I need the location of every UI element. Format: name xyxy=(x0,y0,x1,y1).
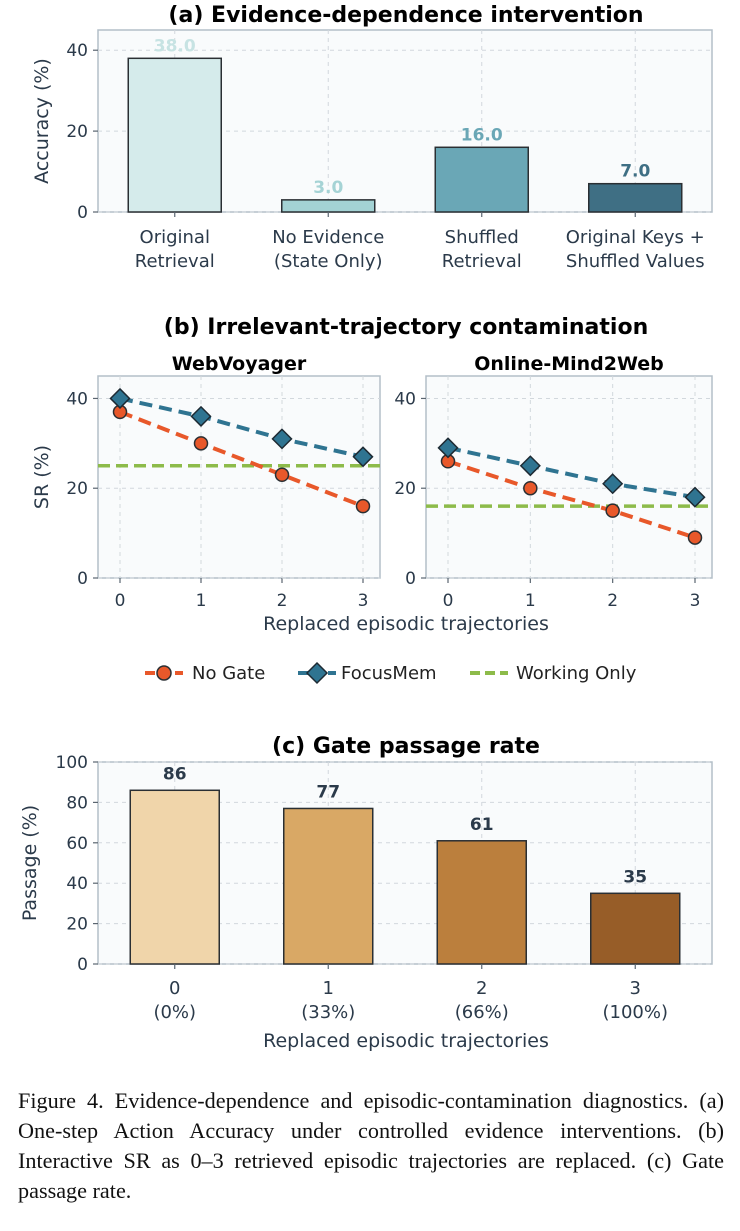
plot-area xyxy=(97,375,381,579)
y-tick-label: 40 xyxy=(66,41,88,61)
x-tick-label: Original Keys + xyxy=(566,227,705,248)
data-label: 7.0 xyxy=(620,162,650,182)
y-tick-label: 40 xyxy=(66,874,88,894)
legend-label: FocusMem xyxy=(341,663,437,684)
y-tick-label: 0 xyxy=(77,569,88,589)
x-axis-label: Replaced episodic trajectories xyxy=(263,1030,549,1052)
focusmem-line xyxy=(447,445,696,500)
no-gate-point xyxy=(687,530,703,545)
no-gate-point xyxy=(605,503,620,518)
x-tick-label: 1 xyxy=(525,591,536,611)
y-tick-label: 40 xyxy=(394,389,416,409)
y-tick-label: 20 xyxy=(394,479,416,499)
focusmem-line xyxy=(119,396,364,459)
plot-area xyxy=(425,375,713,579)
x-tick-label: 0 xyxy=(115,591,126,611)
chart-title: (b) Irrelevant-trajectory contamination xyxy=(164,315,648,340)
subplot-title: Online-Mind2Web xyxy=(474,353,664,375)
bar xyxy=(281,199,376,213)
x-tick-label: Shuffled xyxy=(445,227,519,248)
x-tick-label: 2 xyxy=(277,591,288,611)
chart-c: (c) Gate passage rate020406080100Passage… xyxy=(19,734,713,1052)
chart-b: (b) Irrelevant-trajectory contamination W… xyxy=(31,315,713,685)
no-gate-line xyxy=(119,410,364,509)
data-label: 86 xyxy=(163,764,187,784)
legend-marker xyxy=(156,665,172,681)
bar xyxy=(283,807,374,965)
x-tick-label: Original xyxy=(140,227,210,248)
y-tick-label: 60 xyxy=(66,834,88,854)
x-tick-label: 3 xyxy=(358,591,369,611)
x-tick-label: Shuffled Values xyxy=(566,251,705,272)
focusmem-point xyxy=(684,486,706,508)
bar xyxy=(436,840,527,965)
x-tick-label: (State Only) xyxy=(274,251,383,272)
data-label: 77 xyxy=(316,782,340,802)
legend-item: Working Only xyxy=(470,663,637,684)
y-tick-label: 0 xyxy=(77,203,88,223)
x-tick-label: 1 xyxy=(323,978,334,999)
focusmem-point xyxy=(602,473,624,495)
no-gate-point xyxy=(193,436,209,451)
x-axis-label: Replaced episodic trajectories xyxy=(263,613,549,635)
data-label: 3.0 xyxy=(313,178,343,198)
focusmem-point xyxy=(109,387,131,410)
y-tick-label: 40 xyxy=(66,389,88,409)
legend-label: Working Only xyxy=(516,663,637,684)
x-tick-label: 0 xyxy=(169,978,180,999)
bar xyxy=(590,892,681,965)
x-tick-label: 1 xyxy=(196,591,207,611)
y-axis-label: SR (%) xyxy=(31,445,53,509)
y-axis-label: Accuracy (%) xyxy=(31,58,53,184)
chart-title: (a) Evidence-dependence intervention xyxy=(168,3,643,28)
data-label: 16.0 xyxy=(461,125,503,145)
y-tick-label: 20 xyxy=(66,122,88,142)
y-tick-label: 0 xyxy=(405,569,416,589)
figure-canvas: (a) Evidence-dependence intervention0204… xyxy=(19,3,713,1052)
figure-caption: Figure 4. Evidence-dependence and episod… xyxy=(18,1088,724,1203)
no-gate-line xyxy=(447,459,696,540)
y-tick-label: 100 xyxy=(56,753,88,773)
x-tick-label: 2 xyxy=(607,591,618,611)
y-tick-label: 20 xyxy=(66,479,88,499)
bar xyxy=(129,789,220,965)
focusmem-point xyxy=(352,446,374,468)
focusmem-point xyxy=(190,405,212,427)
x-tick-label: 3 xyxy=(690,591,701,611)
x-tick-label: (0%) xyxy=(153,1002,196,1023)
bar xyxy=(127,57,222,213)
x-tick-label: (33%) xyxy=(301,1002,355,1023)
x-tick-label: 3 xyxy=(630,978,641,999)
x-tick-label: No Evidence xyxy=(272,227,384,248)
bar xyxy=(588,182,683,213)
chart-a: (a) Evidence-dependence intervention 0 20 4… xyxy=(31,3,713,272)
legend-item: FocusMem xyxy=(298,661,437,685)
legend: No Gate FocusMem Working Only xyxy=(145,661,637,685)
x-tick-label: 0 xyxy=(443,591,454,611)
y-axis-label: Passage (%) xyxy=(19,805,41,921)
legend-item: No Gate xyxy=(145,663,265,684)
y-tick-label: 0 xyxy=(77,955,88,975)
focusmem-point xyxy=(437,437,459,459)
bar xyxy=(434,146,529,213)
x-tick-label: (66%) xyxy=(455,1002,509,1023)
no-gate-point xyxy=(355,498,371,514)
legend-label: No Gate xyxy=(192,663,265,684)
legend-marker xyxy=(305,661,329,685)
subplot-title: WebVoyager xyxy=(172,353,307,375)
no-gate-point xyxy=(274,467,290,483)
y-tick-label: 80 xyxy=(66,793,88,813)
y-tick-label: 20 xyxy=(66,915,88,935)
x-tick-label: 2 xyxy=(476,978,487,999)
data-label: 38.0 xyxy=(154,36,196,56)
no-gate-point xyxy=(523,480,538,496)
x-tick-label: Retrieval xyxy=(442,251,522,272)
x-tick-label: (100%) xyxy=(602,1002,668,1023)
data-label: 61 xyxy=(470,815,494,835)
focusmem-point xyxy=(271,428,293,450)
data-label: 35 xyxy=(623,867,647,887)
x-tick-label: Retrieval xyxy=(135,251,215,272)
focusmem-point xyxy=(519,455,541,477)
chart-title: (c) Gate passage rate xyxy=(272,734,540,759)
